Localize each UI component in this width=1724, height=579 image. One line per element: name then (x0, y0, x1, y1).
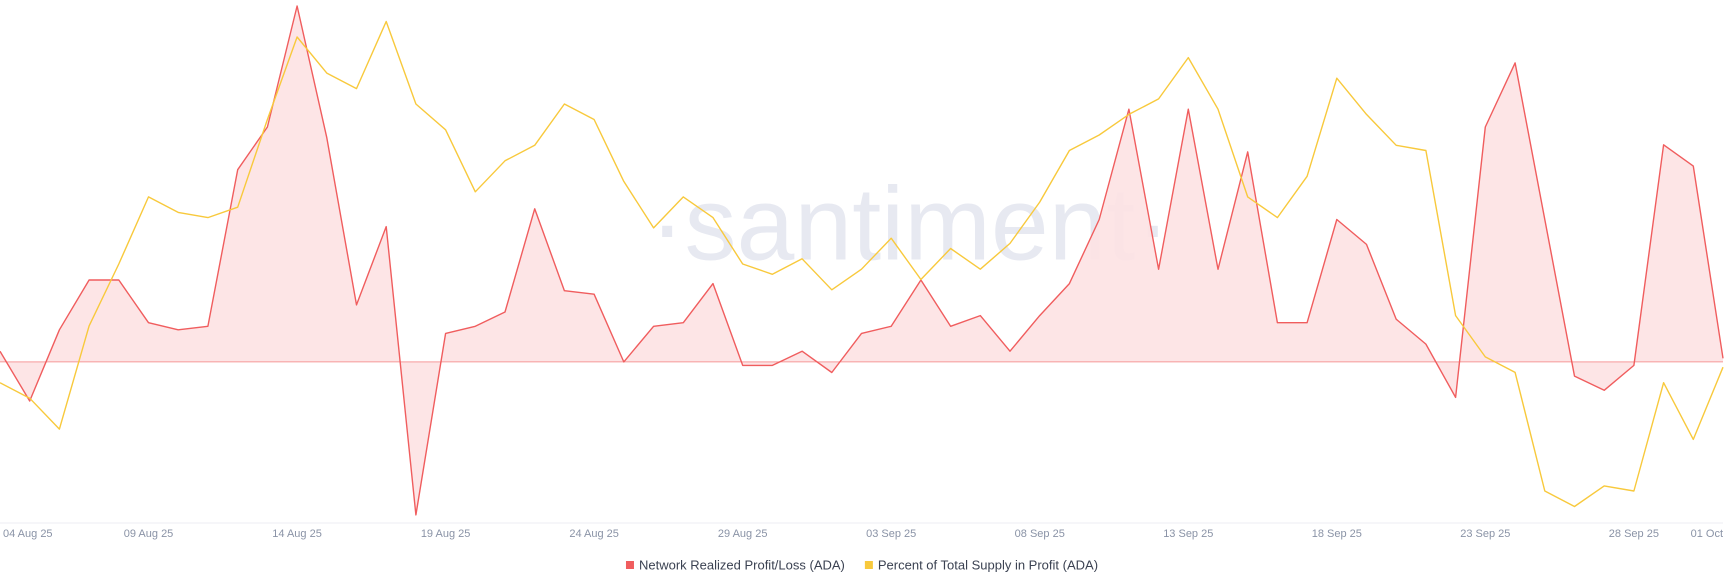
x-tick-label: 23 Sep 25 (1460, 528, 1510, 540)
x-tick-label: 18 Sep 25 (1312, 528, 1362, 540)
x-tick-label: 03 Sep 25 (866, 528, 916, 540)
legend: Network Realized Profit/Loss (ADA) Percen… (625, 557, 1098, 572)
x-tick-label: 19 Aug 25 (421, 528, 471, 540)
legend-label: Network Realized Profit/Loss (ADA) (639, 557, 845, 572)
line (0, 20, 1724, 508)
x-tick-label: 08 Sep 25 (1015, 528, 1065, 540)
x-tick-label: 09 Aug 25 (124, 528, 174, 540)
x-tick-label: 13 Sep 25 (1163, 528, 1213, 540)
x-tick-label: 29 Aug 25 (718, 528, 768, 540)
x-tick-label: 24 Aug 25 (569, 528, 619, 540)
x-tick-label: 04 Aug 25 (3, 528, 53, 540)
legend-swatch (625, 561, 634, 569)
area (0, 6, 1723, 515)
x-tick-label: 14 Aug 25 (272, 528, 322, 540)
x-tick-label: 28 Sep 25 (1609, 528, 1659, 540)
legend-label: Percent of Total Supply in Profit (ADA) (878, 557, 1098, 572)
legend-swatch (864, 561, 873, 569)
x-tick-label: 01 Oct (1691, 528, 1723, 540)
line (0, 5, 1724, 516)
